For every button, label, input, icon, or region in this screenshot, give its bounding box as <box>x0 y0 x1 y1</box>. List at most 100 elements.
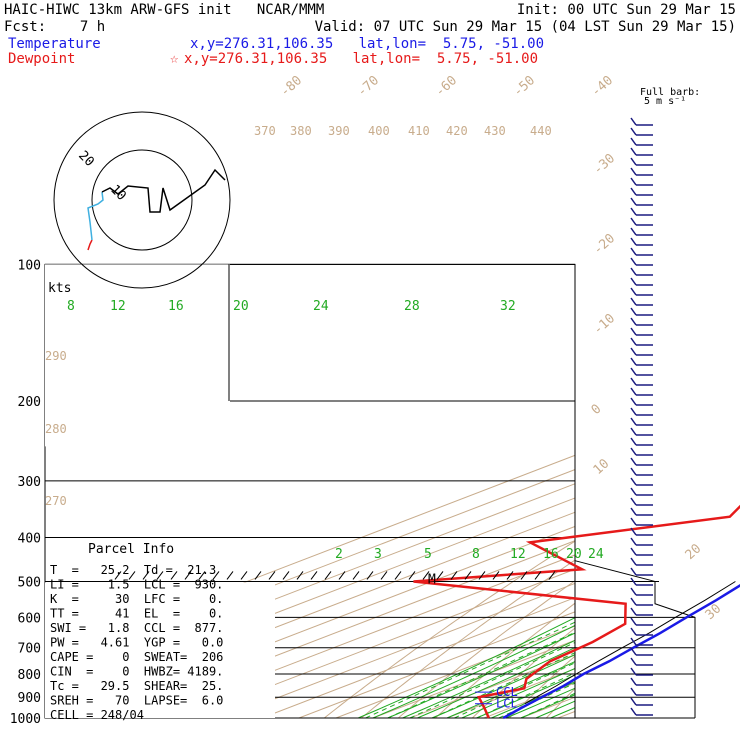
moist-adiabat-line <box>432 654 575 718</box>
mixing-ratio-tick-label: 16 <box>168 299 184 314</box>
moist-adiabat-line <box>491 681 575 718</box>
wind-barb-flag <box>630 617 637 626</box>
mixing-ratio-tick-label: 32 <box>500 299 516 314</box>
isotherm-tick-label: -30 <box>591 151 618 178</box>
theta-tick-label: 440 <box>530 124 552 138</box>
isotherm-line <box>557 710 575 718</box>
wind-barb-flag <box>630 707 637 716</box>
parcel-profile-line <box>524 581 736 705</box>
wind-barb-flag <box>630 217 637 226</box>
mixing-ratio-tick-label: 28 <box>404 299 420 314</box>
moist-adiabat-line <box>402 639 575 718</box>
theta-tick-label: 280 <box>45 422 67 436</box>
hatch-mark <box>380 571 388 580</box>
mixing-ratio-tick-label: 24 <box>588 547 604 562</box>
legend-dewpoint-location: x,y=276.31,106.35 lat,lon= 5.75, -51.00 <box>184 51 538 67</box>
wind-barb-flag <box>630 587 637 596</box>
hatch-mark <box>212 571 220 580</box>
moist-adiabat-line <box>506 687 575 718</box>
isotherm-tick-label: -10 <box>591 311 618 338</box>
mixing-ratio-tick-label: 8 <box>67 299 75 314</box>
wind-barb-flag <box>630 427 637 436</box>
wind-barb-flag <box>630 457 637 466</box>
mixing-ratio-tick-label: 5 <box>424 547 432 562</box>
theta-tick-label: 390 <box>328 124 350 138</box>
parcel-info-row: SWI = 1.8 CCL = 877. <box>50 621 223 635</box>
wind-barb-flag <box>630 327 637 336</box>
wind-barb-flag <box>630 387 637 396</box>
dry-adiabat-line <box>694 264 740 718</box>
parcel-info-box <box>45 582 275 718</box>
hatch-mark <box>548 571 556 580</box>
parcel-info-row: CIN = 0 HWBZ= 4189. <box>50 665 223 679</box>
pressure-tick-label: 700 <box>18 642 41 657</box>
barb-panel-outline <box>574 560 696 718</box>
isotherm-tick-label: -20 <box>591 231 618 258</box>
hatch-mark <box>450 571 458 580</box>
wind-barb-flag <box>630 697 637 706</box>
dry-adiabat-line <box>323 540 575 718</box>
isotherm-tick-label: -50 <box>511 73 538 100</box>
wind-barb-flag <box>630 397 637 406</box>
isotherm-line <box>150 554 575 718</box>
parcel-info-row: CAPE = 0 SWEAT= 206 <box>50 650 223 664</box>
wind-barb-flag <box>630 367 637 376</box>
mixing-ratio-tick-label: 20 <box>233 299 249 314</box>
parcel-info-row: Tc = 29.5 SHEAR= 25. <box>50 679 223 693</box>
isotherm-line <box>261 597 575 718</box>
dry-adiabat-line <box>397 580 575 718</box>
wind-barb-flag <box>630 557 637 566</box>
isotherm-tick-label: -80 <box>278 73 305 100</box>
moist-adiabat-line <box>387 632 575 718</box>
moist-adiabat-line <box>417 647 575 718</box>
hatch-mark <box>198 571 206 580</box>
hatch-mark <box>352 571 360 580</box>
wind-barb-flag <box>630 477 637 486</box>
hatch-mark <box>310 571 318 580</box>
dry-adiabat-line <box>508 655 575 718</box>
wind-barb-flag <box>630 267 637 276</box>
hatch-mark <box>520 571 528 580</box>
wind-barb-flag <box>630 147 637 156</box>
mixing-ratio-tick-label: 12 <box>110 299 126 314</box>
wind-barb-flag <box>630 577 637 586</box>
legend-dewpoint-label: Dewpoint <box>8 51 75 67</box>
pressure-tick-label: 200 <box>18 395 41 410</box>
theta-tick-label: 370 <box>254 124 276 138</box>
wind-barb-flag <box>630 237 637 246</box>
hatch-mark <box>338 571 346 580</box>
wind-barb-flag <box>630 307 637 316</box>
hodograph-ring <box>91 149 193 251</box>
hatch-mark <box>240 571 248 580</box>
hodograph-ring-label: 20 <box>75 148 97 170</box>
wind-barb-flag <box>630 137 637 146</box>
wind-barb-flag <box>630 497 637 506</box>
isotherm-line <box>335 625 575 718</box>
hodograph-unit-label: kts <box>48 281 71 296</box>
theta-tick-label: 270 <box>45 494 67 508</box>
wind-barb-flag <box>630 167 637 176</box>
barb-caption-unit: 5 m s⁻¹ <box>644 96 686 107</box>
hatch-mark <box>366 571 374 580</box>
wind-barb-flag <box>630 507 637 516</box>
dry-adiabat-line <box>620 264 740 718</box>
wind-barb-flag <box>630 227 637 236</box>
mixing-ratio-tick-label: 8 <box>472 547 480 562</box>
pressure-tick-label: 400 <box>18 531 41 546</box>
temperature-profile-line <box>502 584 740 720</box>
wind-barb-flag <box>630 527 637 536</box>
dewpoint-profile-line <box>413 504 740 719</box>
hodograph-trace-upper <box>101 168 226 213</box>
hatch-mark <box>534 571 542 580</box>
wind-barb-flag <box>630 287 637 296</box>
pressure-tick-label: 1000 <box>10 712 41 727</box>
wind-barb-flag <box>630 597 637 606</box>
wind-barb-flag <box>630 637 637 646</box>
isotherm-line <box>446 668 575 718</box>
isotherm-line <box>113 540 575 718</box>
wind-barb-flag <box>630 417 637 426</box>
hatch-mark <box>478 571 486 580</box>
wind-barb-flag <box>630 667 637 676</box>
